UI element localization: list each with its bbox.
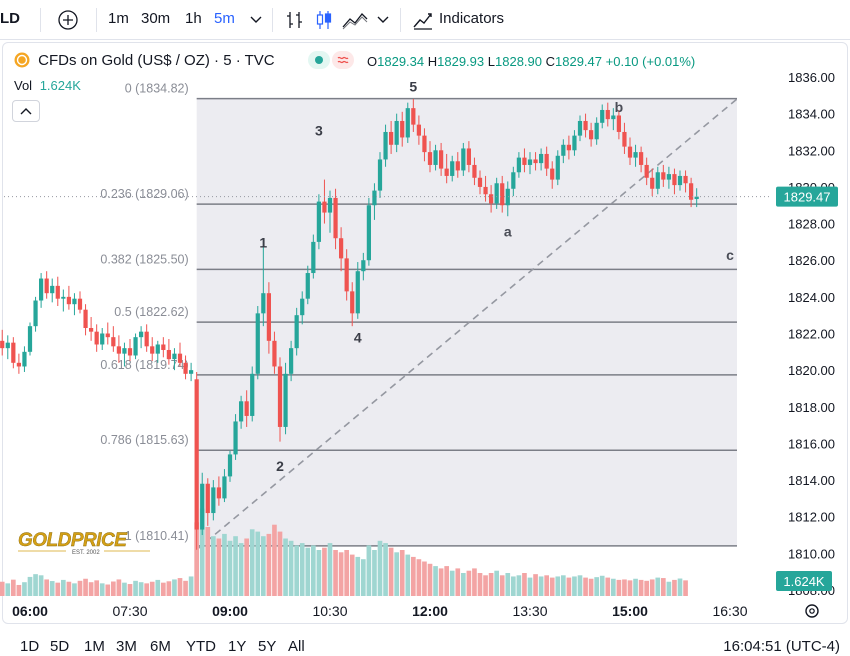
high-value: 1829.93 <box>437 54 485 69</box>
symbol-fragment[interactable]: LD <box>0 10 20 27</box>
interval-5m[interactable]: 5m <box>214 10 235 27</box>
ohlc-values: O1829.34 H1829.93 L1828.90 C1829.47 +0.1… <box>367 54 695 69</box>
collapse-legend-button[interactable] <box>12 100 40 122</box>
range-6m[interactable]: 6M <box>150 638 171 655</box>
toolbar-divider <box>272 8 273 32</box>
high-label: H <box>427 54 438 69</box>
svg-text:GOLDPRICE: GOLDPRICE <box>18 530 128 551</box>
volume-legend: Vol 1.624K <box>14 78 81 93</box>
range-3m[interactable]: 3M <box>116 638 137 655</box>
candles-icon[interactable] <box>313 8 335 32</box>
indicators-icon[interactable] <box>412 8 434 32</box>
toolbar-divider <box>400 8 401 32</box>
toolbar-divider <box>96 8 97 32</box>
range-5y[interactable]: 5Y <box>258 638 277 655</box>
gold-coin-icon <box>14 52 30 72</box>
clock-timezone[interactable]: 16:04:51 (UTC-4) <box>723 638 840 655</box>
chevron-down-icon[interactable] <box>246 8 266 32</box>
add-symbol-icon[interactable] <box>56 8 80 32</box>
range-ytd[interactable]: YTD <box>186 638 216 655</box>
indicators-button[interactable]: Indicators <box>439 10 505 27</box>
open-label: O <box>367 54 378 69</box>
close-value: 1829.47 <box>555 54 603 69</box>
chevron-up-icon <box>20 108 32 115</box>
symbol-title[interactable]: CFDs on Gold (US$ / OZ) · 5 · TVC <box>38 52 275 69</box>
range-5d[interactable]: 5D <box>50 638 70 655</box>
toolbar-divider <box>40 8 41 32</box>
market-status-badge[interactable] <box>308 51 330 69</box>
range-1y[interactable]: 1Y <box>228 638 247 655</box>
close-label: C <box>545 54 556 69</box>
top-toolbar: LD 1m 30m 1h 5m Indicators <box>0 0 850 40</box>
svg-text:EST. 2002: EST. 2002 <box>72 550 100 556</box>
interval-30m[interactable]: 30m <box>141 10 171 27</box>
chevron-down-icon[interactable] <box>374 8 392 32</box>
goldprice-logo: GOLDPRICE EST. 2002 <box>16 528 156 563</box>
volume-label: Vol <box>14 78 33 93</box>
bar-chart-icon[interactable] <box>284 8 306 32</box>
range-1d[interactable]: 1D <box>20 638 40 655</box>
low-label: L <box>487 54 495 69</box>
delayed-data-icon[interactable] <box>332 51 354 69</box>
area-chart-icon[interactable] <box>342 8 368 32</box>
low-value: 1828.90 <box>495 54 542 69</box>
symbol-legend: CFDs on Gold (US$ / OZ) · 5 · TVC <box>14 52 275 72</box>
interval-1h[interactable]: 1h <box>185 10 202 27</box>
volume-value: 1.624K <box>39 78 81 93</box>
range-1m[interactable]: 1M <box>84 638 105 655</box>
change-value: +0.10 (+0.01%) <box>605 54 696 69</box>
interval-1m[interactable]: 1m <box>108 10 129 27</box>
open-value: 1829.34 <box>377 54 425 69</box>
range-all[interactable]: All <box>288 638 305 655</box>
